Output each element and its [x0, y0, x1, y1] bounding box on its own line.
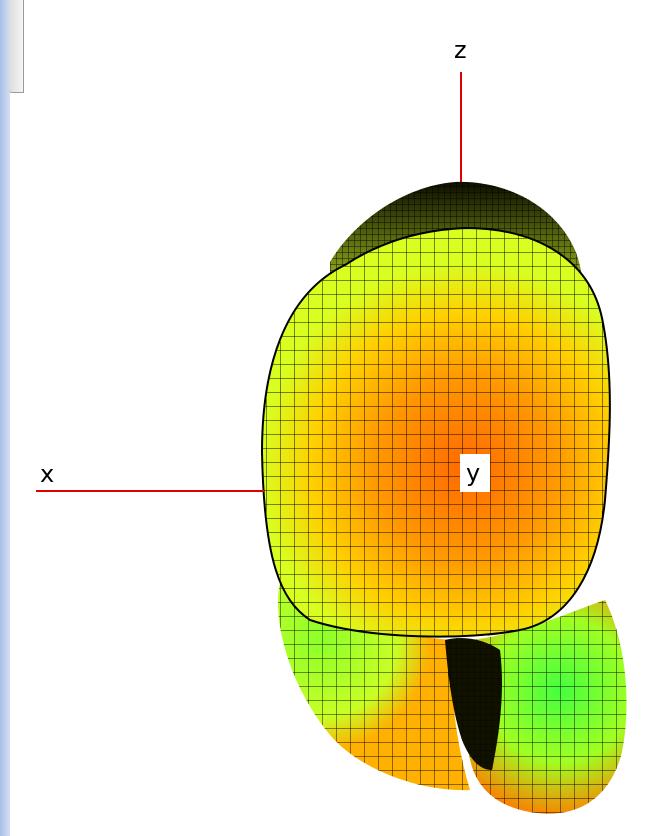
panel-edge-tab — [9, 0, 24, 93]
x-axis-label: x — [40, 460, 54, 488]
y-axis-label: y — [466, 459, 480, 487]
window-left-border — [0, 0, 10, 836]
y-axis-label-background — [460, 454, 490, 492]
z-axis-label: z — [454, 36, 467, 64]
